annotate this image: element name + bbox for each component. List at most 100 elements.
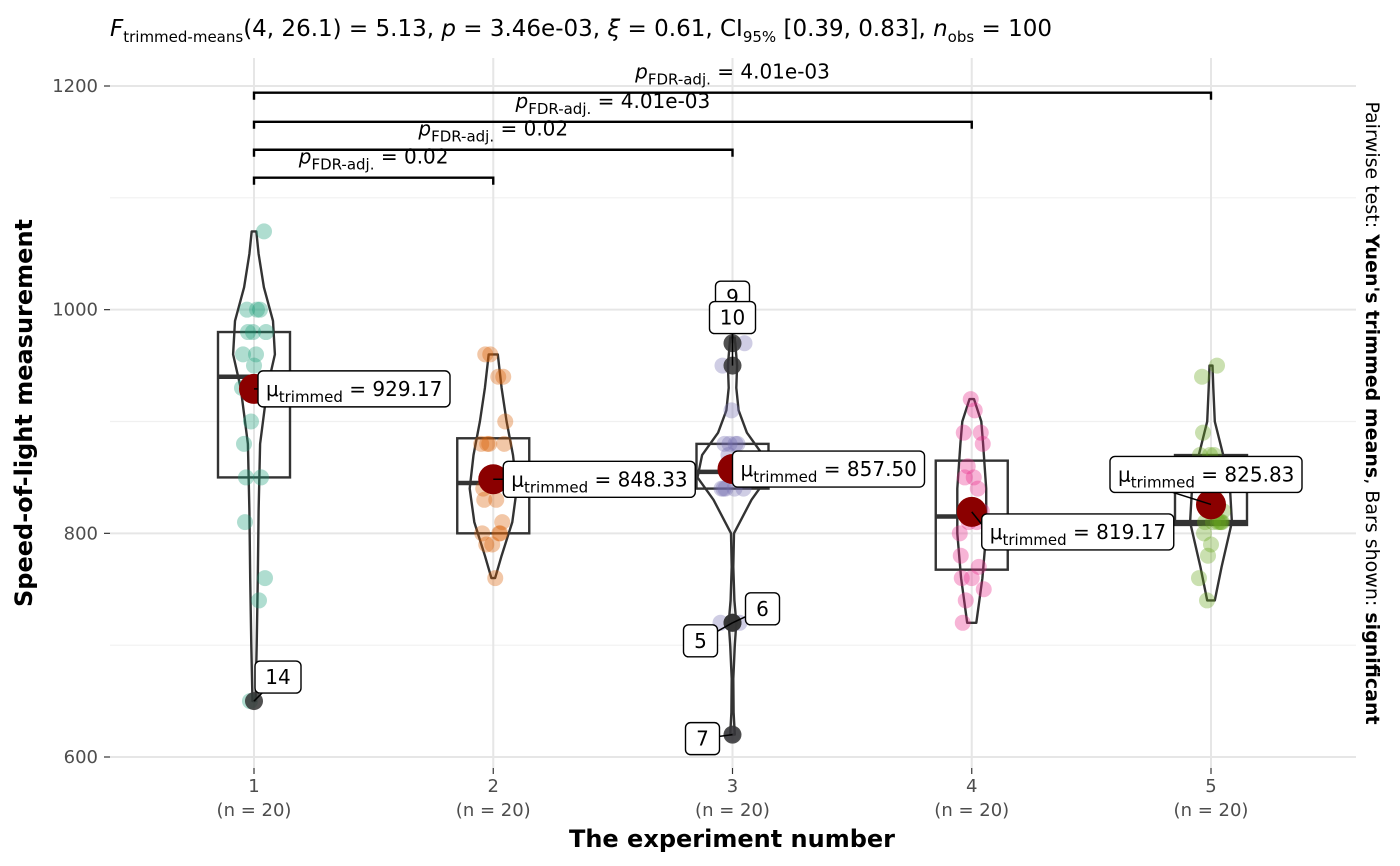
mean-label: μtrimmed = 825.83 xyxy=(1118,462,1294,491)
outlier-label: 14 xyxy=(265,665,290,689)
x-n-label: (n = 20) xyxy=(1174,800,1249,821)
data-point xyxy=(496,435,513,452)
data-point xyxy=(235,346,251,363)
mean-label: μtrimmed = 819.17 xyxy=(990,520,1166,549)
subtitle-xi: ξ xyxy=(606,16,620,42)
caption-part2: Yuen's trimmed means xyxy=(1361,233,1383,478)
data-point xyxy=(236,435,252,452)
pairwise-label: pFDR-adj. = 4.01e-03 xyxy=(634,60,830,89)
mean-label-box xyxy=(981,513,1175,551)
outlier-label-box xyxy=(682,624,719,658)
data-point xyxy=(258,324,274,341)
data-point xyxy=(1203,536,1219,553)
data-point xyxy=(474,525,491,542)
x-axis-title: The experiment number xyxy=(569,825,895,853)
subtitle-args: (4, 26.1) = 5.13, xyxy=(243,16,441,42)
x-n-label: (n = 20) xyxy=(934,800,1009,821)
pairwise-bar xyxy=(252,176,495,185)
mean-label-box xyxy=(1109,455,1303,494)
chart-subtitle: Ftrimmed-means(4, 26.1) = 5.13, p = 3.46… xyxy=(110,16,1052,46)
data-point xyxy=(248,346,264,363)
data-point xyxy=(473,435,490,452)
subtitle-n-sub: obs xyxy=(948,28,975,46)
data-point xyxy=(240,324,256,341)
data-point xyxy=(1200,547,1216,564)
y-tick-label: 1200 xyxy=(52,76,98,97)
data-point xyxy=(955,424,972,441)
subtitle-stat: F xyxy=(110,16,124,42)
data-point xyxy=(956,469,973,486)
data-point xyxy=(716,435,733,452)
subtitle-stat-sub: trimmed-means xyxy=(123,28,243,46)
data-point xyxy=(953,570,970,587)
data-point xyxy=(239,301,255,318)
data-point xyxy=(251,592,267,609)
x-tick-label: 2 xyxy=(488,776,499,797)
data-point xyxy=(1195,424,1211,441)
data-point xyxy=(246,357,262,374)
data-point xyxy=(954,614,971,631)
data-point xyxy=(965,469,982,486)
outlier-label: 6 xyxy=(756,597,769,621)
data-point xyxy=(491,525,508,542)
x-tick-label: 1 xyxy=(248,776,259,797)
y-tick-label: 1000 xyxy=(52,300,98,321)
violin-group-1 xyxy=(231,230,277,703)
pairwise-bar xyxy=(252,148,734,157)
subtitle-ci-sub: 95% xyxy=(743,28,776,46)
x-n-label: (n = 20) xyxy=(456,800,531,821)
violin-group-5 xyxy=(1188,364,1234,602)
data-point xyxy=(492,525,509,542)
x-tick-label: 3 xyxy=(727,776,738,797)
data-point xyxy=(713,480,730,497)
data-point xyxy=(957,592,974,609)
data-point xyxy=(484,536,501,553)
mean-label: μtrimmed = 848.33 xyxy=(511,467,687,496)
data-point xyxy=(952,547,969,564)
data-point xyxy=(256,223,272,240)
axes: 600 800 1000 1200 1 (n = 20) 2 (n = 20) 3 (n = 20… xyxy=(52,76,1248,821)
x-tick-label: 4 xyxy=(966,776,977,797)
data-point xyxy=(478,536,495,553)
data-point xyxy=(1194,368,1210,385)
data-point xyxy=(959,458,976,475)
outlier-label: 5 xyxy=(694,629,707,653)
data-point xyxy=(951,525,968,542)
subtitle-ci: CI xyxy=(720,16,743,42)
outlier-label: 10 xyxy=(720,306,745,330)
subtitle-xi-value: = 0.61, xyxy=(620,16,720,42)
caption: Pairwise test: Yuen's trimmed means, Bar… xyxy=(1361,101,1383,724)
data-point xyxy=(237,514,253,531)
data-point xyxy=(479,435,496,452)
data-point xyxy=(717,480,734,497)
data-point xyxy=(495,368,512,385)
caption-part4: significant xyxy=(1361,612,1383,724)
data-point xyxy=(727,435,744,452)
data-point xyxy=(969,480,986,497)
outlier-label-box xyxy=(684,721,721,756)
data-point xyxy=(1191,570,1207,587)
pairwise-bar xyxy=(252,120,973,129)
outlier-label-box xyxy=(254,660,302,694)
data-point xyxy=(243,413,259,430)
data-point xyxy=(490,368,507,385)
mean-label-box xyxy=(257,370,451,408)
data-point xyxy=(1214,514,1230,531)
data-point xyxy=(245,324,261,341)
data-point xyxy=(962,391,979,408)
data-point xyxy=(972,424,989,441)
mean-label-box xyxy=(731,450,926,488)
data-point xyxy=(715,480,732,497)
outlier-label-box xyxy=(744,592,781,626)
mean-label: μtrimmed = 929.17 xyxy=(266,377,442,406)
subtitle-p-value: = 3.46e-03, xyxy=(456,16,607,42)
data-point xyxy=(963,570,980,587)
data-point xyxy=(488,491,505,508)
y-axis-title: Speed-of-light measurement xyxy=(10,219,38,607)
y-tick-label: 800 xyxy=(64,523,98,544)
data-point xyxy=(721,435,738,452)
data-point xyxy=(487,570,504,587)
x-n-label: (n = 20) xyxy=(695,800,770,821)
outlier-label-box xyxy=(708,300,757,335)
